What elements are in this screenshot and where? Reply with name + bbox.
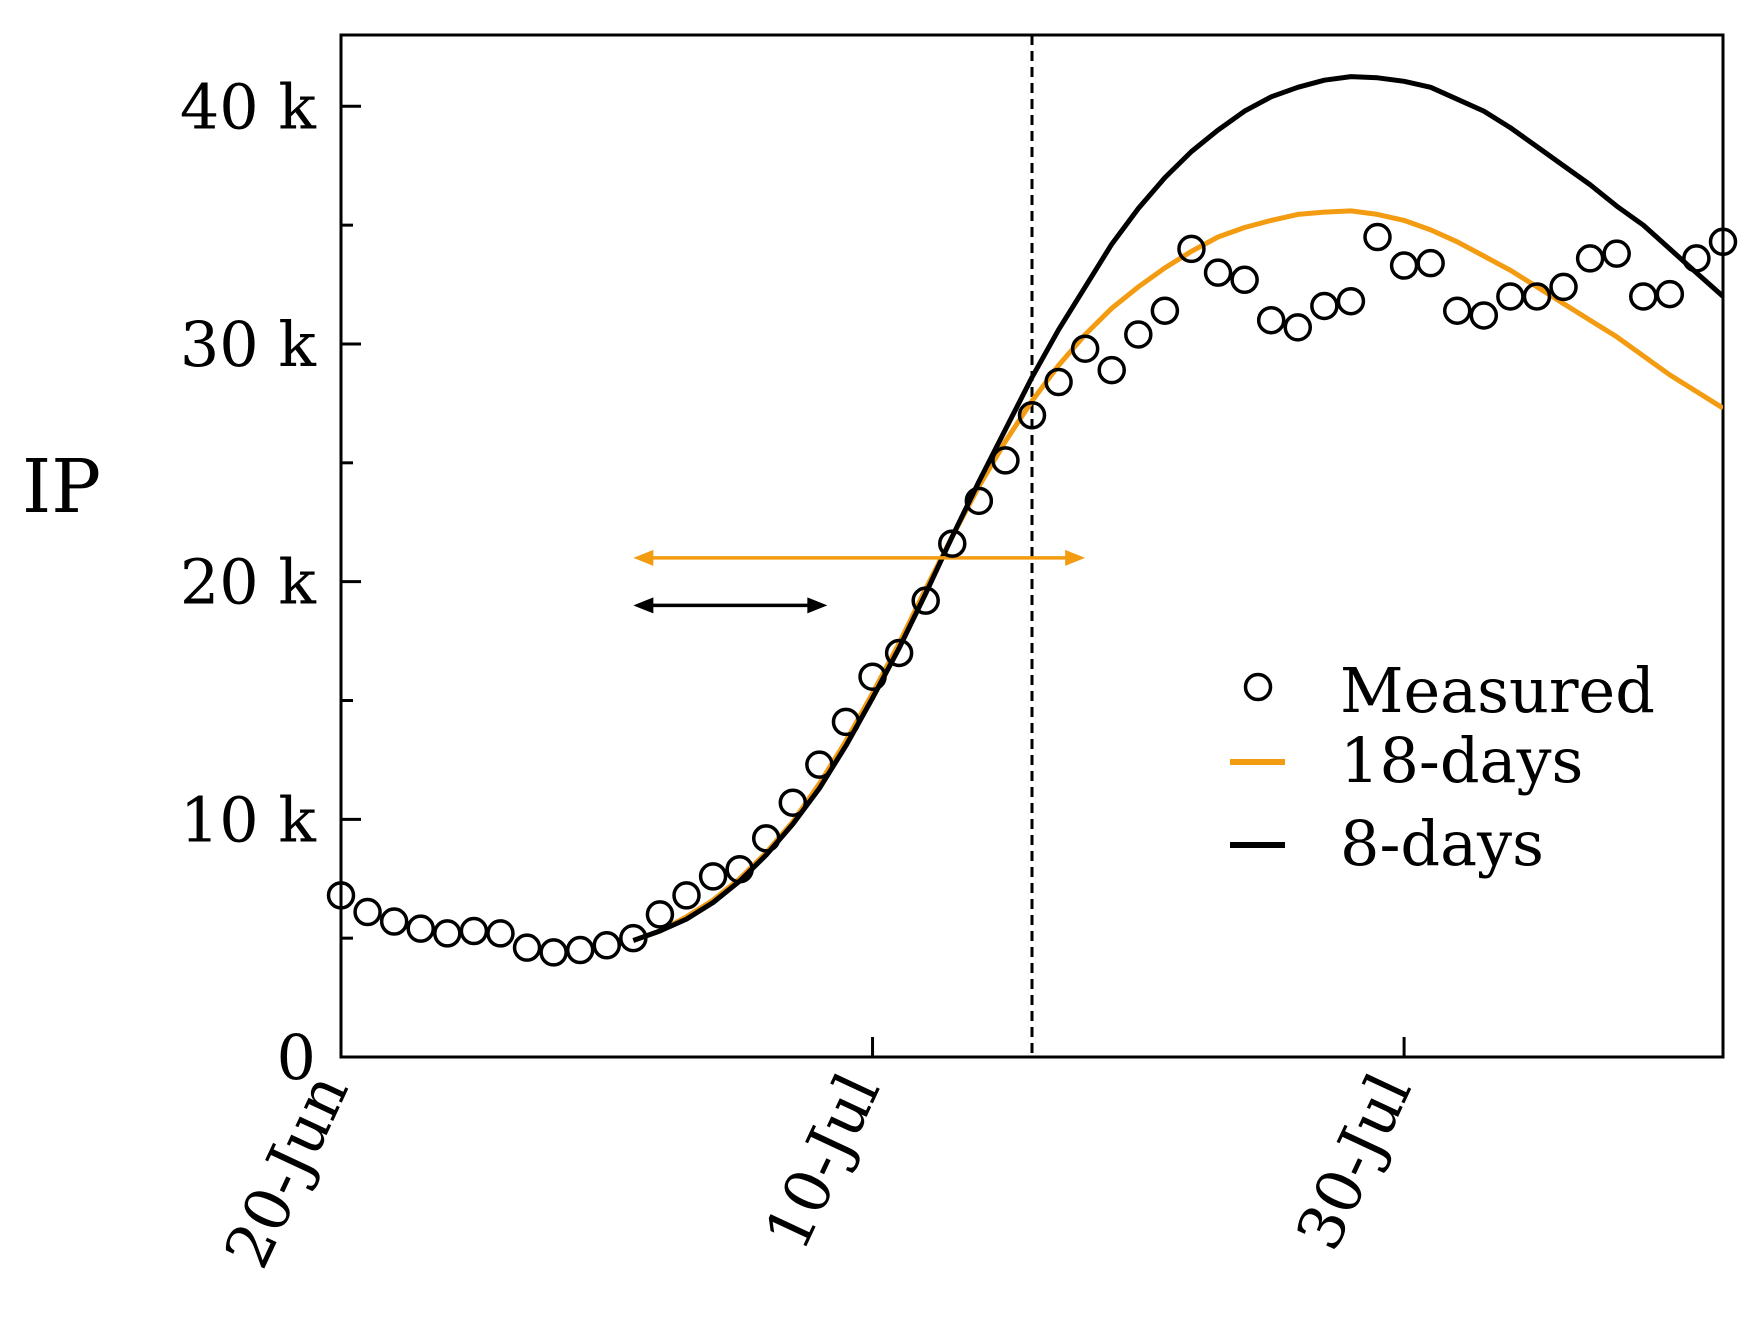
measured-point <box>964 486 994 516</box>
measured-point <box>884 638 914 668</box>
legend-label: 8-days <box>1340 807 1544 880</box>
measured-point <box>1283 313 1313 342</box>
measured-point <box>1150 296 1180 325</box>
measured-point <box>1602 239 1631 268</box>
measured-point <box>1655 279 1685 309</box>
legend-label: 18-days <box>1340 724 1583 797</box>
measured-point <box>326 881 356 910</box>
range-arrow-head-right <box>807 597 828 614</box>
measured-point <box>539 938 568 967</box>
measured-point <box>512 933 542 962</box>
measured-point <box>1522 282 1552 311</box>
measured-point <box>751 824 781 853</box>
legend-marker-circle <box>1243 672 1273 702</box>
measured-point <box>1177 234 1206 264</box>
measured-point <box>1575 244 1605 273</box>
range-arrow-head-right <box>1065 549 1086 566</box>
legend-label: Measured <box>1340 654 1655 727</box>
x-tick-label: 20-Jun <box>210 1062 363 1278</box>
measured-point <box>1230 265 1259 295</box>
measured-point <box>1469 301 1499 330</box>
y-tick-label: 10 k <box>180 783 317 856</box>
measured-point <box>1549 272 1578 302</box>
measured-point <box>353 897 382 927</box>
measured-point <box>938 529 967 558</box>
series-line-8-days <box>632 74 1723 943</box>
measured-point <box>698 862 728 891</box>
y-tick-label: 0 <box>277 1021 316 1094</box>
measured-point <box>1097 355 1126 385</box>
measured-point <box>645 900 675 929</box>
measured-point <box>831 707 861 737</box>
series-line-18-days <box>632 208 1723 943</box>
y-tick-label: 40 k <box>180 70 317 143</box>
measured-point <box>1416 248 1445 278</box>
measured-point <box>459 916 489 946</box>
y-tick-label: 30 k <box>180 308 317 381</box>
measured-point <box>486 919 515 948</box>
measured-point <box>592 931 622 960</box>
measured-point <box>433 919 462 948</box>
x-tick-label: 10-Jul <box>750 1062 894 1260</box>
measured-point <box>1708 227 1738 257</box>
measured-point <box>1442 296 1472 325</box>
measured-point <box>1310 291 1339 321</box>
x-tick-label: 30-Jul <box>1282 1062 1426 1260</box>
measured-point <box>1070 334 1100 363</box>
measured-point <box>406 914 435 943</box>
measured-point <box>1256 305 1286 335</box>
range-arrow-head-left <box>633 597 654 614</box>
measured-point <box>1496 282 1525 311</box>
measured-point <box>672 881 701 910</box>
measured-point <box>1124 320 1153 349</box>
measured-point <box>991 446 1020 475</box>
measured-point <box>379 907 409 936</box>
measured-point <box>619 923 648 953</box>
measured-point <box>1629 282 1658 311</box>
measured-point <box>1389 251 1419 280</box>
y-tick-label: 20 k <box>180 546 317 619</box>
measured-point <box>858 662 887 691</box>
measured-point <box>1044 367 1073 397</box>
measured-point <box>1682 244 1711 273</box>
range-arrow-head-left <box>633 549 654 566</box>
measured-point <box>911 586 940 615</box>
measured-point <box>1017 401 1047 430</box>
measured-point <box>1203 258 1233 287</box>
measured-point <box>778 788 808 817</box>
measured-point <box>1336 286 1366 316</box>
measured-point <box>805 750 834 779</box>
measured-point <box>725 854 754 884</box>
measured-point <box>565 935 595 965</box>
measured-point <box>1363 222 1392 252</box>
y-axis-title: IP <box>22 444 101 530</box>
